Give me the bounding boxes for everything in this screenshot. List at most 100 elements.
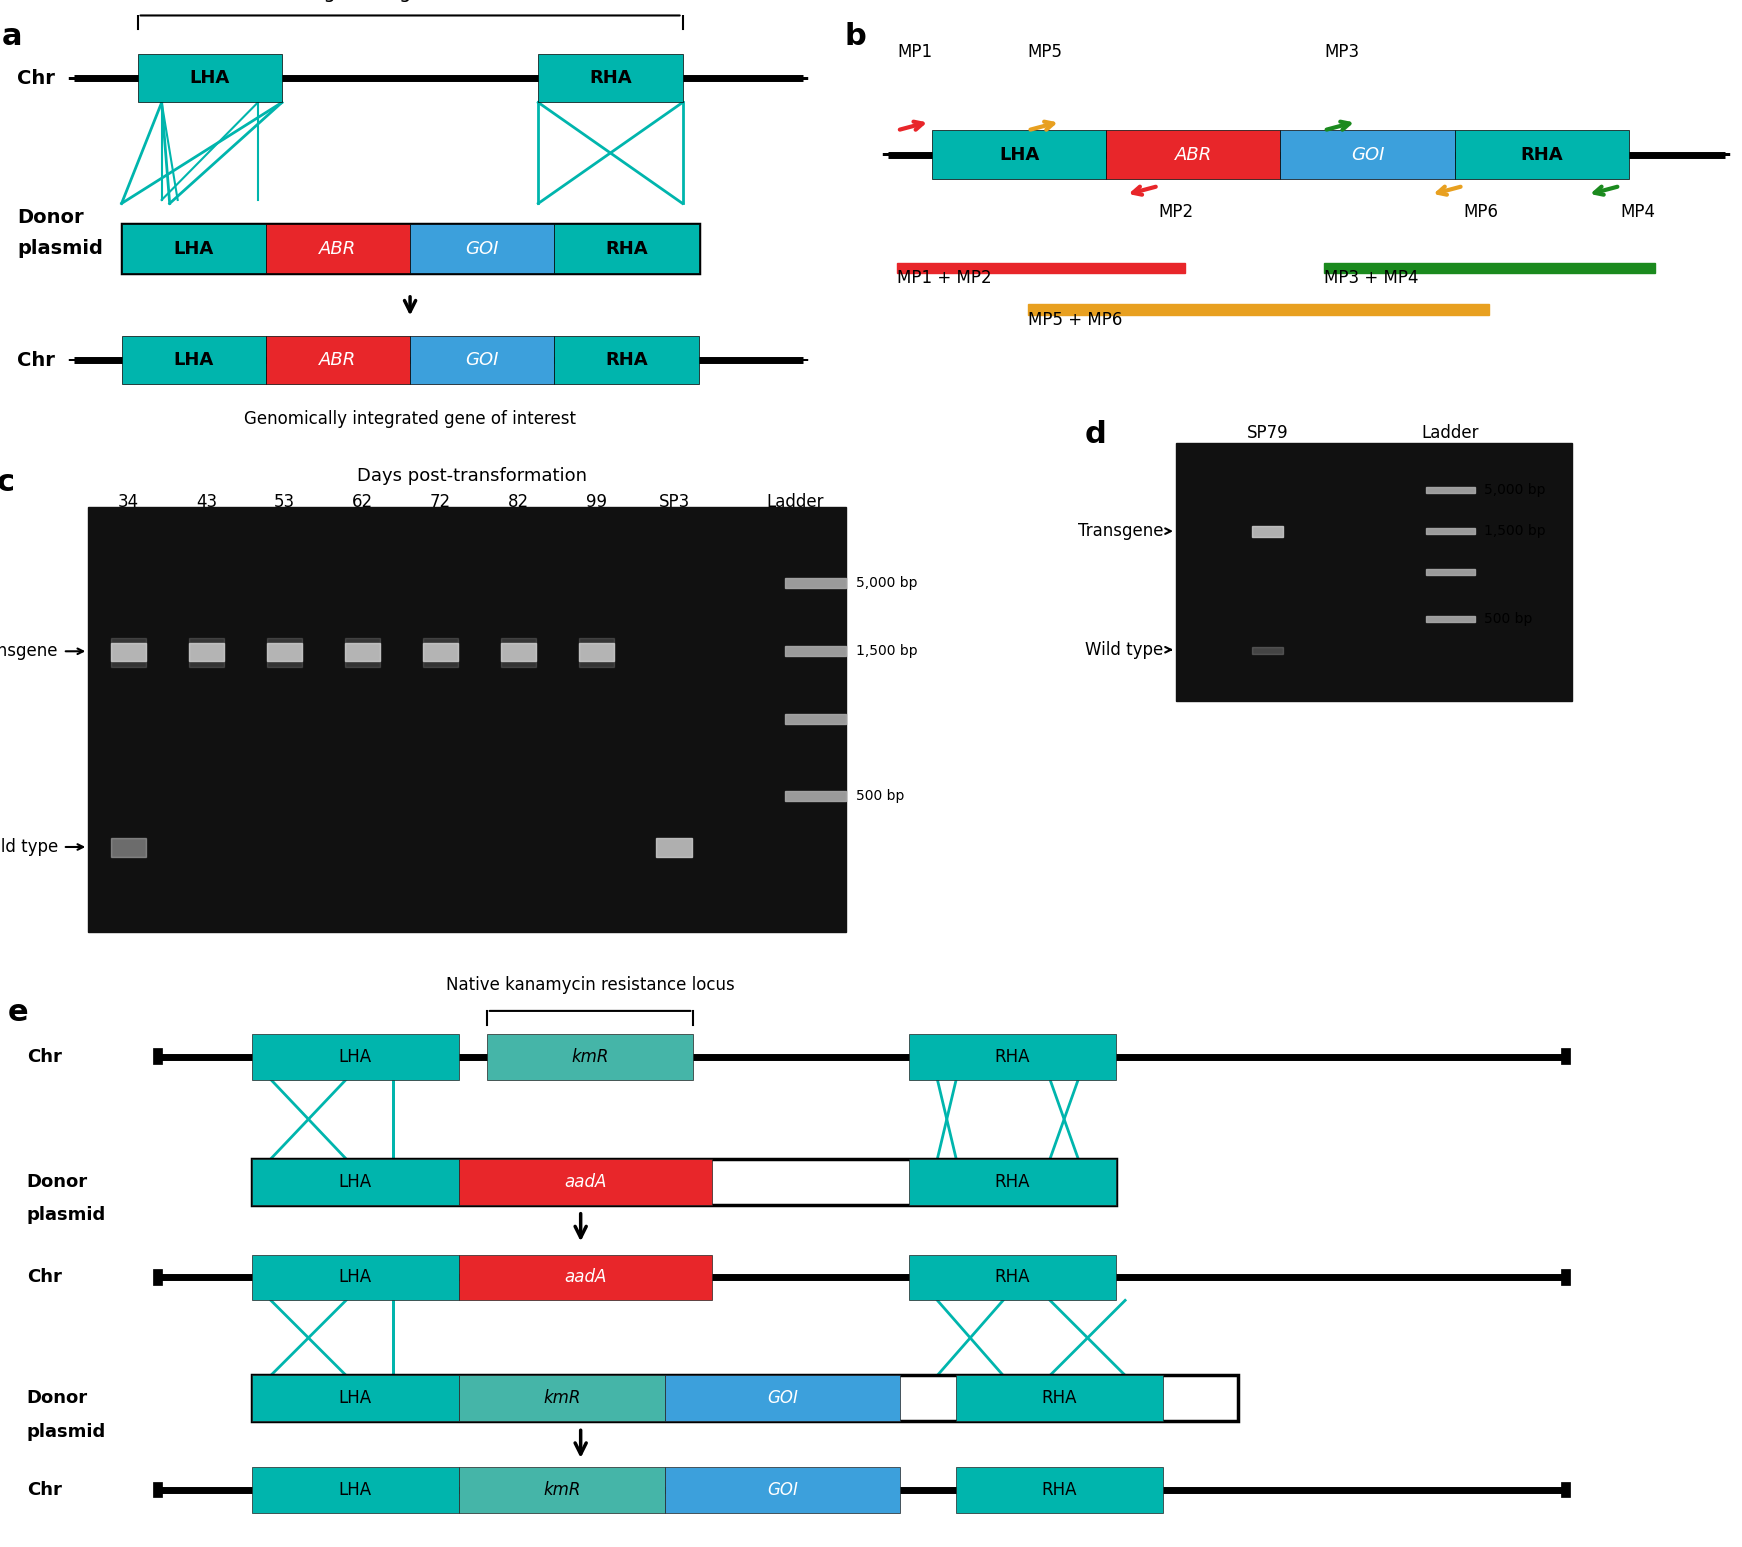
Text: 82: 82 bbox=[507, 492, 530, 511]
Text: 5,000 bp: 5,000 bp bbox=[855, 575, 918, 591]
Bar bbox=[423, 637, 458, 667]
Text: Chr: Chr bbox=[26, 1269, 61, 1287]
Text: 500 bp: 500 bp bbox=[855, 789, 904, 803]
Text: Donor: Donor bbox=[26, 1389, 87, 1408]
FancyBboxPatch shape bbox=[253, 1375, 1239, 1422]
Text: LHA: LHA bbox=[338, 1173, 373, 1191]
Text: Wild type: Wild type bbox=[0, 838, 57, 855]
Bar bbox=[1425, 616, 1474, 622]
Text: MP2: MP2 bbox=[1158, 203, 1193, 221]
Text: ABR: ABR bbox=[1174, 145, 1212, 164]
FancyBboxPatch shape bbox=[1455, 130, 1629, 179]
Text: Ladder: Ladder bbox=[766, 492, 824, 511]
Text: RHA: RHA bbox=[604, 240, 648, 258]
Text: c: c bbox=[0, 469, 16, 497]
Text: LHA: LHA bbox=[998, 145, 1040, 164]
Bar bbox=[1252, 647, 1282, 654]
Text: MP3: MP3 bbox=[1324, 43, 1359, 62]
Bar bbox=[111, 838, 146, 857]
Text: 34: 34 bbox=[118, 492, 139, 511]
Text: Donor: Donor bbox=[26, 1173, 87, 1191]
Text: GOI: GOI bbox=[766, 1389, 798, 1408]
Bar bbox=[956, 1467, 1162, 1513]
Bar bbox=[1425, 528, 1474, 534]
Bar bbox=[345, 637, 380, 667]
Text: kmR: kmR bbox=[544, 1480, 580, 1499]
Bar bbox=[1252, 526, 1282, 537]
Text: Ladder: Ladder bbox=[1421, 424, 1479, 442]
Text: MP6: MP6 bbox=[1463, 203, 1498, 221]
Bar bbox=[267, 644, 301, 662]
FancyBboxPatch shape bbox=[409, 224, 554, 274]
Text: 1,500 bp: 1,500 bp bbox=[1484, 524, 1545, 538]
Text: plasmid: plasmid bbox=[26, 1207, 106, 1224]
Text: Chr: Chr bbox=[26, 1480, 61, 1499]
FancyBboxPatch shape bbox=[122, 336, 267, 384]
Text: LHA: LHA bbox=[338, 1389, 373, 1408]
FancyBboxPatch shape bbox=[253, 1159, 1115, 1205]
Bar bbox=[909, 1033, 1115, 1080]
FancyBboxPatch shape bbox=[138, 54, 282, 102]
Text: GOI: GOI bbox=[1350, 145, 1385, 164]
Bar bbox=[665, 1467, 901, 1513]
Bar bbox=[786, 579, 847, 588]
Text: LHA: LHA bbox=[338, 1480, 373, 1499]
Text: a: a bbox=[2, 23, 23, 51]
Text: GOI: GOI bbox=[766, 1480, 798, 1499]
Text: MP1 + MP2: MP1 + MP2 bbox=[897, 269, 991, 288]
Bar bbox=[253, 1255, 458, 1301]
Bar bbox=[1425, 487, 1474, 493]
Text: b: b bbox=[845, 23, 866, 51]
Bar bbox=[665, 1375, 901, 1422]
Bar bbox=[1425, 569, 1474, 575]
Bar bbox=[909, 1255, 1115, 1301]
Text: 53: 53 bbox=[273, 492, 294, 511]
Text: e: e bbox=[9, 998, 28, 1027]
Bar bbox=[188, 644, 225, 662]
Text: 1,500 bp: 1,500 bp bbox=[855, 644, 918, 659]
Text: 500 bp: 500 bp bbox=[1484, 611, 1533, 627]
Text: SP3: SP3 bbox=[658, 492, 690, 511]
Text: Transgene: Transgene bbox=[1078, 523, 1164, 540]
Text: ABR: ABR bbox=[319, 240, 357, 258]
Bar bbox=[458, 1255, 712, 1301]
Bar bbox=[458, 1375, 665, 1422]
Text: LHA: LHA bbox=[190, 70, 230, 87]
Bar bbox=[458, 1159, 712, 1205]
Text: LHA: LHA bbox=[338, 1269, 373, 1287]
Text: Target integration locus: Target integration locus bbox=[294, 0, 526, 2]
Bar bbox=[657, 838, 692, 857]
Text: RHA: RHA bbox=[604, 351, 648, 370]
Text: Chr: Chr bbox=[26, 1047, 61, 1066]
Text: d: d bbox=[1084, 421, 1106, 449]
FancyBboxPatch shape bbox=[409, 336, 554, 384]
Text: 62: 62 bbox=[352, 492, 373, 511]
Text: Chr: Chr bbox=[17, 68, 56, 88]
Text: Transgene: Transgene bbox=[0, 642, 57, 661]
FancyBboxPatch shape bbox=[1106, 130, 1280, 179]
Text: kmR: kmR bbox=[571, 1047, 608, 1066]
FancyBboxPatch shape bbox=[267, 336, 409, 384]
Bar bbox=[786, 715, 847, 724]
Text: Donor: Donor bbox=[17, 207, 84, 227]
Text: Days post-transformation: Days post-transformation bbox=[357, 467, 587, 486]
Text: GOI: GOI bbox=[465, 240, 498, 258]
Bar bbox=[909, 1159, 1115, 1205]
Text: 99: 99 bbox=[585, 492, 606, 511]
Bar bbox=[486, 1033, 693, 1080]
FancyBboxPatch shape bbox=[1280, 130, 1455, 179]
FancyBboxPatch shape bbox=[554, 224, 699, 274]
Text: SP79: SP79 bbox=[1247, 424, 1287, 442]
Bar bbox=[188, 637, 225, 667]
Text: aadA: aadA bbox=[564, 1173, 606, 1191]
Bar bbox=[458, 1467, 665, 1513]
Bar bbox=[578, 644, 613, 662]
Bar bbox=[1324, 263, 1655, 274]
Bar bbox=[111, 637, 146, 667]
Text: Native kanamycin resistance locus: Native kanamycin resistance locus bbox=[446, 976, 735, 995]
Text: 43: 43 bbox=[195, 492, 218, 511]
Text: 5,000 bp: 5,000 bp bbox=[1484, 483, 1545, 497]
FancyBboxPatch shape bbox=[122, 224, 699, 274]
Bar bbox=[423, 644, 458, 662]
Bar bbox=[1176, 444, 1571, 701]
